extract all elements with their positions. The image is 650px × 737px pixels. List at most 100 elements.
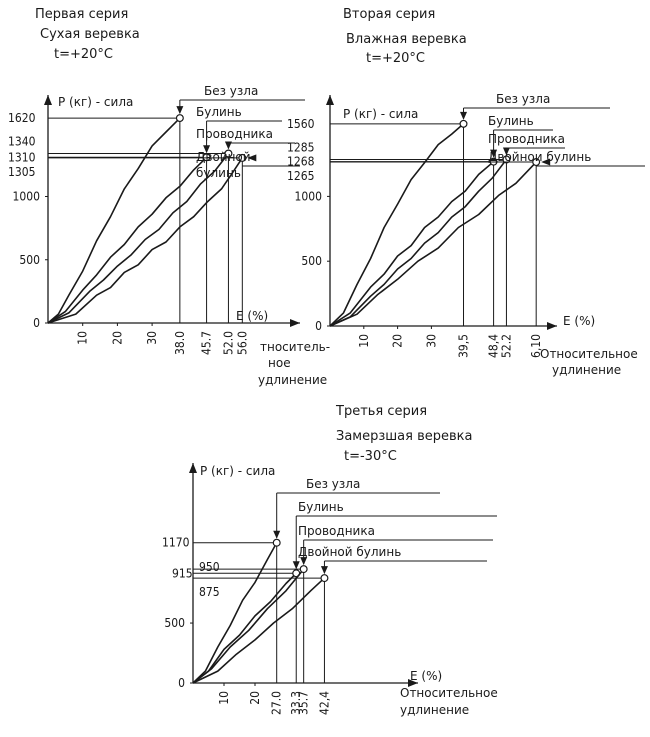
break-x-label: 45.7 [200,331,214,355]
series-line-2 [329,161,495,327]
break-x-label: 38.0 [173,331,187,355]
series-line-1 [329,123,465,327]
series-leader-arrow [203,145,211,154]
series-label: Без узла [496,92,550,106]
break-x-label: 52.0 [221,331,235,355]
break-point [224,149,233,158]
series-line-1 [192,542,278,684]
y-axis-arrow [326,95,334,105]
break-y-label: 1285 [287,140,314,154]
series-leader-arrow [292,561,300,570]
y-axis-title: P (кг) - сила [58,95,133,109]
break-x-label: 52.2 [499,334,513,358]
series-line-4 [329,161,537,327]
panel-title-line: Вторая серия [343,7,435,22]
y-tick-label: 1000 [13,190,41,204]
panel-title-line: Третья серия [335,404,427,419]
x-tick-label: 20 [391,334,405,348]
panel-2: Вторая серия Влажная веревка t=+20°C P (кг)… [287,7,645,377]
series-line-3 [329,159,508,327]
break-y-label: 1310 [8,150,36,164]
y-tick-label: 500 [19,253,40,267]
break-y-label: 1305 [8,165,35,179]
series-label: Проводника [488,132,565,146]
break-x-label: 35.7 [297,691,311,715]
break-y-label: 950 [199,560,220,574]
series-leader-arrow [273,530,281,539]
x-axis-note-line: ное [268,356,291,370]
y-tick-label: 1000 [295,189,323,203]
x-axis-title: E (%) [563,314,595,328]
break-point [238,153,247,162]
x-axis-note-line: удлинение [258,373,327,387]
break-y-label: 1560 [287,117,315,131]
series-leader-arrow [490,149,498,158]
break-y-label: 1340 [8,134,36,148]
x-tick-label: 10 [357,334,371,348]
y-axis-arrow [189,463,197,473]
y-axis-title: P (кг) - сила [343,107,418,121]
break-y-label: 915 [172,566,193,580]
series-line-4 [47,157,243,324]
y-tick-label: 500 [301,254,322,268]
series-leader-arrow [224,141,232,150]
break-x-label: 33.3 [289,691,303,715]
series-line-3 [192,568,305,684]
panel-title-line: t=+20°C [54,47,113,62]
y-tick-label: 500 [164,616,185,630]
x-axis-arrow [547,322,557,330]
panel-title-line: t=+20°C [366,51,425,66]
x-axis-note-line: Относительное [540,347,638,361]
break-x-label: 56.0 [235,331,249,355]
series-leader-arrow [300,557,308,566]
x-tick-label: 30 [145,331,159,345]
x-tick-label: 20 [110,331,124,345]
break-x-label: 6,10 [529,334,543,358]
y-axis-arrow [44,95,52,105]
y-axis-title: P (кг) - сила [200,464,275,478]
panel-title-line: Замерзшая веревка [336,429,472,444]
series-label: Проводника [196,127,273,141]
series-label: Проводника [298,524,375,538]
series-line-1 [47,117,181,324]
series-label: Без узла [204,84,258,98]
break-point [532,158,541,167]
break-point [175,114,184,123]
break-x-label: 48,4 [487,334,501,358]
series-label: Без узла [306,477,360,491]
series-label: Двойной [196,150,251,164]
series-line-2 [47,156,208,324]
panel-3: Третья серия Замерзшая веревка t=-30°C P (к… [162,404,498,717]
x-axis-title: E (%) [236,309,268,323]
x-axis-note-line: Относительное [400,686,498,700]
x-axis-note-line: удлинение [400,703,469,717]
series-label: Булинь [488,114,534,128]
series-label: булинь [196,166,241,180]
break-x-label: 39,5 [457,334,471,358]
break-x-label: 27.0 [270,691,284,715]
panel-title-line: t=-30°C [344,449,397,464]
x-axis-arrow [408,679,418,687]
series-label: Булинь [298,500,344,514]
series-line-3 [47,153,230,324]
break-y-label: 1170 [162,536,190,550]
x-axis-arrow [290,319,300,327]
y-tick-label: 0 [315,319,322,333]
break-y-label: 1265 [287,169,314,183]
x-tick-label: 30 [424,334,438,348]
break-y-label: 875 [199,585,220,599]
series-leader-arrow [460,111,468,120]
x-tick-label: 10 [76,331,90,345]
y-tick-label: 0 [178,676,185,690]
break-point [502,155,511,164]
series-label: Двойной булинь [298,545,401,559]
series-leader-arrow [541,158,551,166]
series-leader-arrow [320,566,328,575]
break-point [272,538,281,547]
panel-title-line: Влажная веревка [346,32,467,47]
break-point [320,574,329,583]
series-label: Двойнои булинь [488,150,591,164]
series-leader-arrow [176,106,184,115]
break-x-label: 42,4 [317,691,331,715]
series-leader-arrow [247,154,257,162]
